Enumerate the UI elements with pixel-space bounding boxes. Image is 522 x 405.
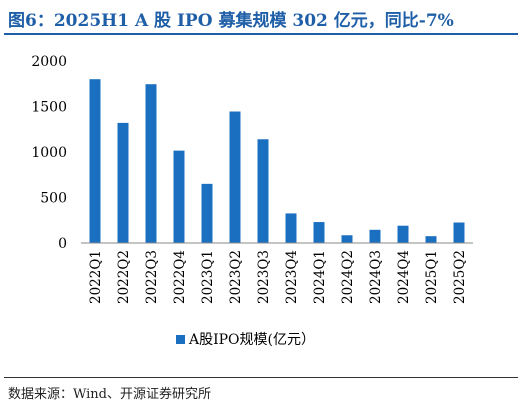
x-tick-label: 2022Q1	[88, 250, 104, 304]
x-tick-label: 2024Q2	[340, 250, 356, 304]
bar-2022Q3	[145, 84, 157, 243]
bar-2022Q4	[173, 150, 185, 243]
title-divider	[4, 33, 518, 35]
bar-2022Q2	[117, 122, 129, 243]
x-tick-label: 2023Q4	[284, 250, 300, 304]
legend-label: A股IPO规模(亿元）	[188, 332, 315, 348]
y-tick-label: 0	[58, 236, 67, 252]
bar-chart: 0 500 1000 1500 2000 2022Q1 2022Q2 2022Q3 2022Q…	[31, 54, 473, 348]
bar-2023Q4	[285, 213, 297, 243]
source-divider	[4, 377, 518, 378]
x-tick-label: 2022Q4	[172, 250, 188, 304]
bar-2024Q2	[341, 235, 353, 243]
y-tick-label: 500	[40, 191, 67, 207]
x-tick-label: 2022Q3	[144, 250, 160, 304]
y-tick-label: 1500	[31, 100, 67, 116]
y-tick-label: 2000	[31, 54, 67, 70]
legend-swatch	[176, 335, 185, 344]
bar-2024Q1	[313, 222, 325, 243]
bar-2024Q4	[397, 225, 409, 243]
bar-2022Q1	[89, 79, 101, 243]
x-tick-label: 2024Q3	[368, 250, 384, 304]
source-note: 数据来源：Wind、开源证券研究所	[8, 387, 211, 402]
bar-2025Q2	[453, 222, 465, 243]
x-tick-label: 2024Q1	[312, 250, 328, 304]
x-tick-label: 2023Q1	[200, 250, 216, 304]
x-tick-label: 2022Q2	[116, 250, 132, 304]
bar-2023Q1	[201, 183, 213, 243]
x-tick-label: 2025Q2	[452, 250, 468, 304]
bar-2023Q2	[229, 111, 241, 243]
x-tick-label: 2023Q3	[256, 250, 272, 304]
legend: A股IPO规模(亿元）	[176, 332, 315, 348]
y-tick-label: 1000	[31, 145, 67, 161]
x-tick-label: 2025Q1	[424, 250, 440, 304]
x-tick-label: 2023Q2	[228, 250, 244, 304]
x-tick-label: 2024Q4	[396, 250, 412, 304]
bar-2024Q3	[369, 229, 381, 243]
chart-title: 图6：2025H1 A 股 IPO 募集规模 302 亿元，同比-7%	[8, 11, 454, 31]
bar-2023Q3	[257, 139, 269, 243]
bar-2025Q1	[425, 236, 437, 243]
